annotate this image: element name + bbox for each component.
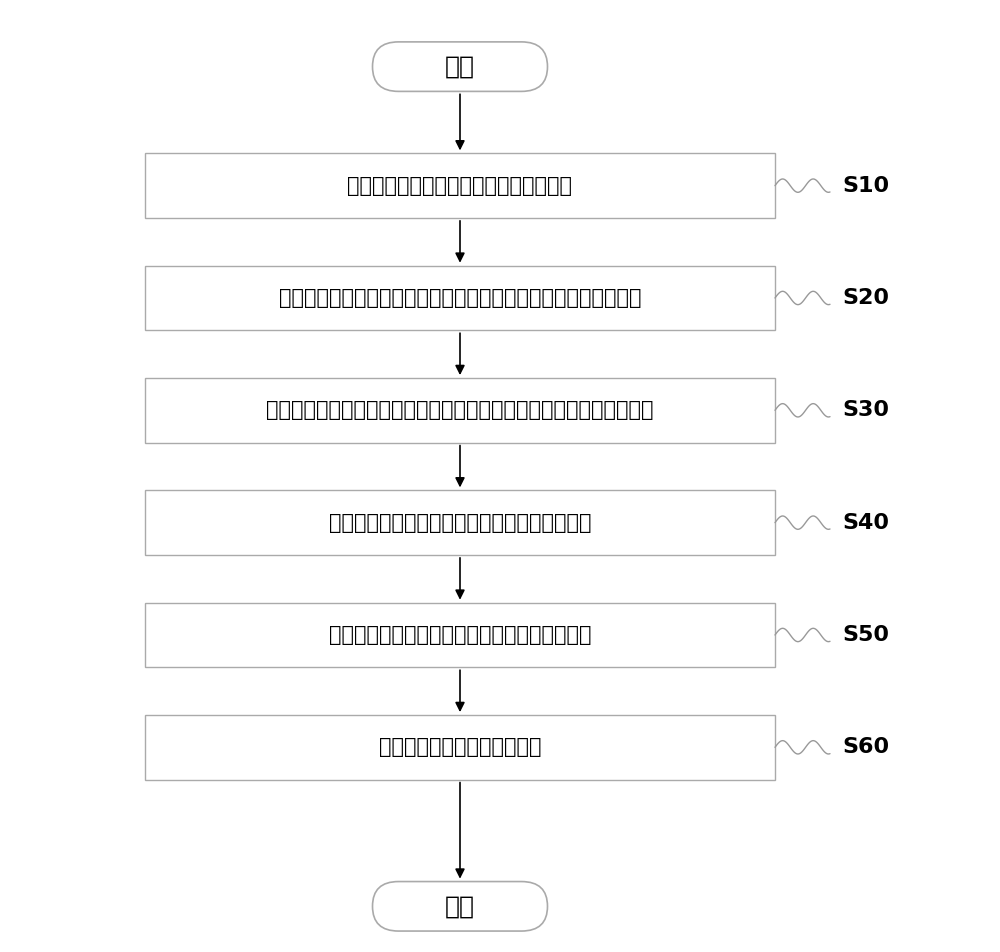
FancyBboxPatch shape [373, 42, 548, 91]
FancyBboxPatch shape [145, 378, 775, 443]
FancyBboxPatch shape [373, 882, 548, 931]
FancyBboxPatch shape [145, 715, 775, 780]
Text: 确定落球在不同高度处的速度和第三阻力加速度: 确定落球在不同高度处的速度和第三阻力加速度 [329, 625, 591, 645]
FancyBboxPatch shape [145, 490, 775, 555]
Text: S10: S10 [842, 175, 889, 196]
Text: 结束: 结束 [445, 894, 475, 919]
Text: S60: S60 [842, 737, 889, 758]
Text: 根据落球的高度观测仿真数据确定落球在不同高度处的第二阻力加速度: 根据落球的高度观测仿真数据确定落球在不同高度处的第二阻力加速度 [266, 400, 654, 421]
Text: 基于落球的模拟飞行轨迹确定落球在不同高度处的第一阻力加速度: 基于落球的模拟飞行轨迹确定落球在不同高度处的第一阻力加速度 [279, 288, 641, 308]
Text: 确定与不同高度对应的平滑滤波的最优窗口宽度: 确定与不同高度对应的平滑滤波的最优窗口宽度 [329, 512, 591, 533]
Text: 获得落球从抛球点被抛出的模拟飞行轨迹: 获得落球从抛球点被抛出的模拟飞行轨迹 [348, 175, 572, 196]
FancyBboxPatch shape [145, 603, 775, 667]
Text: S20: S20 [842, 288, 889, 308]
Text: 确定在不同高度处的大气参数: 确定在不同高度处的大气参数 [379, 737, 541, 758]
FancyBboxPatch shape [145, 153, 775, 218]
Text: S50: S50 [842, 625, 889, 645]
Text: S40: S40 [842, 512, 889, 533]
Text: S30: S30 [842, 400, 889, 421]
FancyBboxPatch shape [145, 266, 775, 330]
Text: 开始: 开始 [445, 54, 475, 79]
